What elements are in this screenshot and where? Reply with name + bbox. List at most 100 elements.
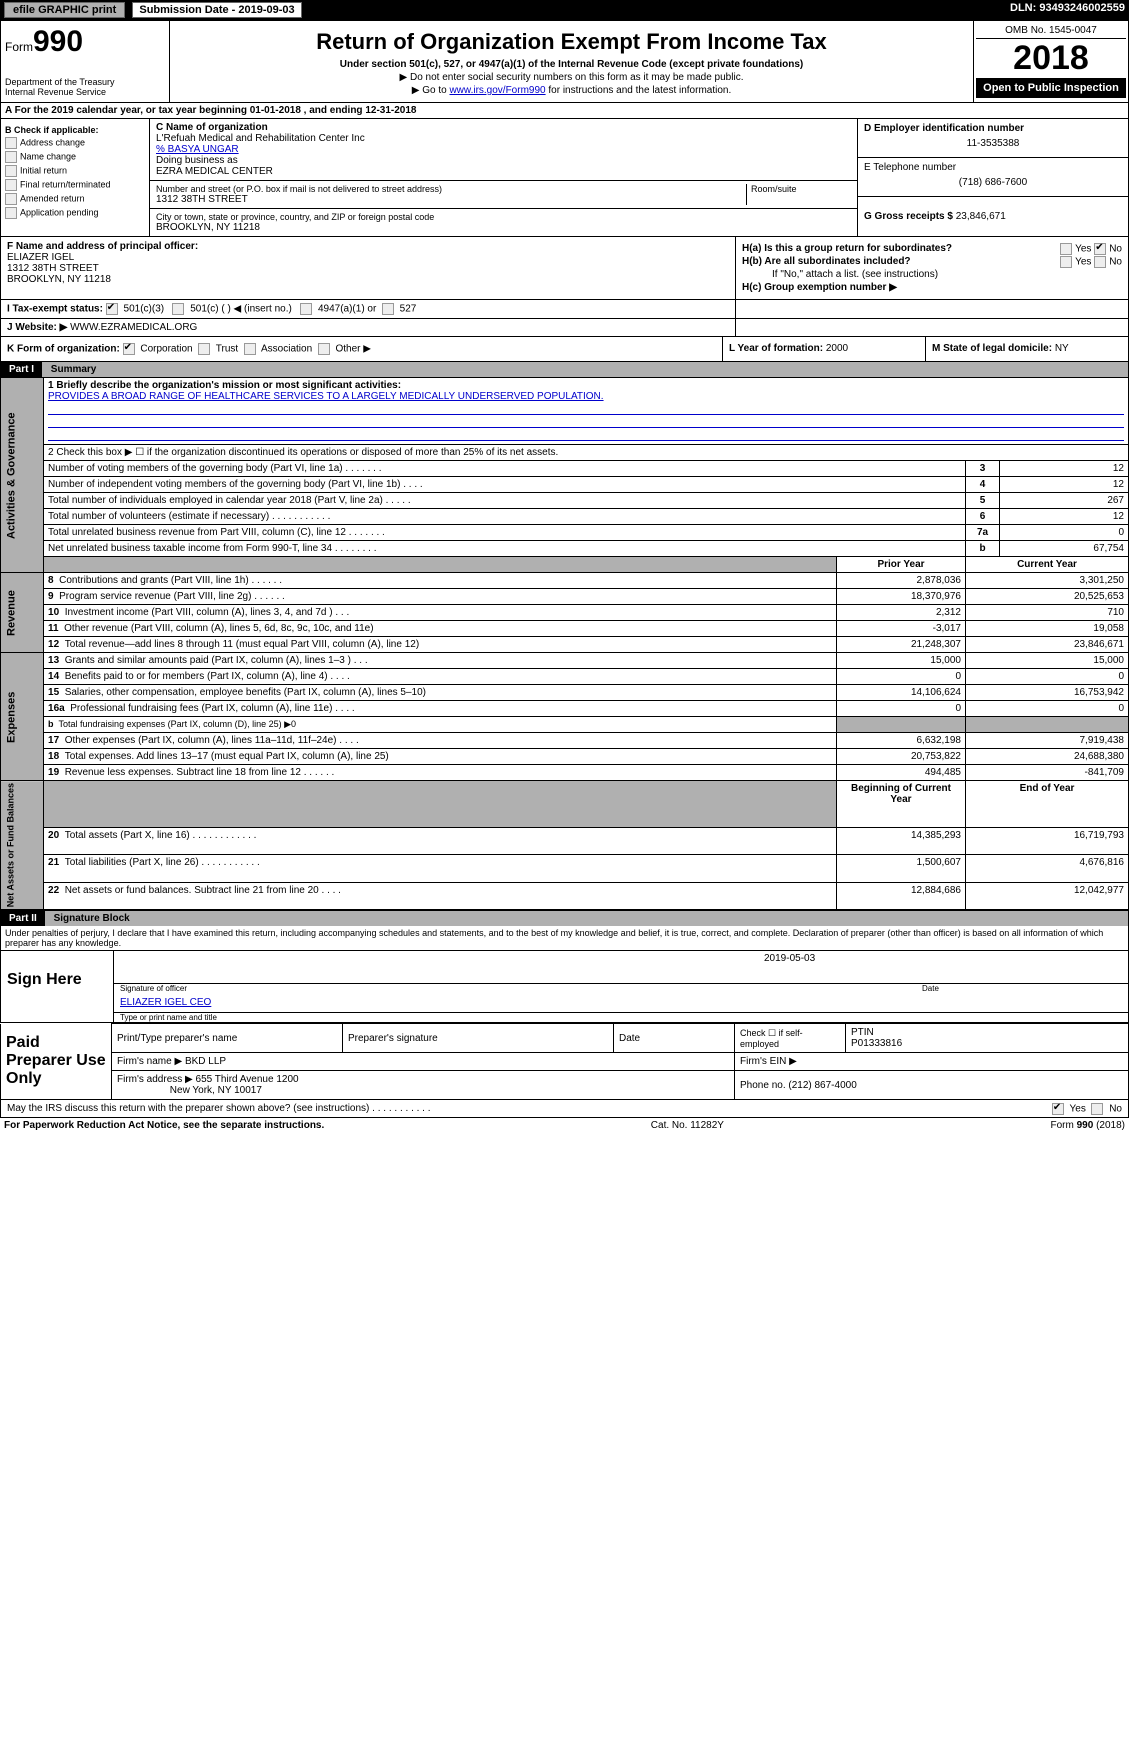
rev-row-10: 10 Investment income (Part VIII, column … <box>1 605 1129 621</box>
c-label: C Name of organization <box>156 122 851 133</box>
dba-label: Doing business as <box>156 155 851 166</box>
top-left: efile GRAPHIC print Submission Date - 20… <box>4 2 306 18</box>
firm-phone-label: Phone no. <box>740 1080 788 1091</box>
blank-line2 <box>48 416 1124 428</box>
vlabel-net-assets: Net Assets or Fund Balances <box>1 781 44 910</box>
opt-name: Name change <box>20 151 76 161</box>
sig-officer-line[interactable]: 2019-05-03 <box>114 951 1128 984</box>
footer: For Paperwork Reduction Act Notice, see … <box>0 1118 1129 1133</box>
net-row-22: 22 Net assets or fund balances. Subtract… <box>1 882 1129 910</box>
opt-final: Final return/terminated <box>20 179 111 189</box>
gov-7b-val: 67,754 <box>1000 541 1129 557</box>
cb-initial-return[interactable]: Initial return <box>5 165 145 177</box>
g-label: G Gross receipts $ <box>864 211 956 222</box>
opt-addr: Address change <box>20 137 85 147</box>
rev-row-11: 11 Other revenue (Part VIII, column (A),… <box>1 621 1129 637</box>
gray-spacer <box>44 557 837 573</box>
col-deg: D Employer identification number 11-3535… <box>857 119 1128 236</box>
cb-501c3[interactable] <box>106 303 118 315</box>
eoy-hdr: End of Year <box>966 781 1129 828</box>
rev-12-t: Total revenue—add lines 8 through 11 (mu… <box>65 639 419 650</box>
rev-12-n: 12 <box>48 639 59 650</box>
cb-app-pending[interactable]: Application pending <box>5 207 145 219</box>
rev-9-p: 18,370,976 <box>837 589 966 605</box>
hc-label: H(c) Group exemption number ▶ <box>742 282 1122 293</box>
line1-label: 1 Briefly describe the organization's mi… <box>48 380 1124 391</box>
cb-trust[interactable] <box>198 343 210 355</box>
hb-no-cb[interactable] <box>1094 256 1106 268</box>
cb-4947[interactable] <box>300 303 312 315</box>
cell-org-name: C Name of organization L'Refuah Medical … <box>150 119 857 181</box>
col-c-org-info: C Name of organization L'Refuah Medical … <box>150 119 857 236</box>
exp-18-p: 20,753,822 <box>837 749 966 765</box>
opt-527: 527 <box>400 304 417 315</box>
discuss-yes-cb[interactable] <box>1052 1103 1064 1115</box>
dba-name: EZRA MEDICAL CENTER <box>156 166 851 177</box>
discuss-no-cb[interactable] <box>1091 1103 1103 1115</box>
header-center: Return of Organization Exempt From Incom… <box>170 21 973 102</box>
gross-receipts: 23,846,671 <box>956 211 1006 222</box>
exp-row-15: 15 Salaries, other compensation, employe… <box>1 685 1129 701</box>
city-label: City or town, state or province, country… <box>156 212 851 222</box>
cb-assoc[interactable] <box>244 343 256 355</box>
summary-table: Activities & Governance 1 Briefly descri… <box>0 377 1129 910</box>
paid-preparer-table: Paid Preparer Use Only Print/Type prepar… <box>0 1023 1129 1100</box>
cb-other[interactable] <box>318 343 330 355</box>
irs-link[interactable]: www.irs.gov/Form990 <box>449 85 545 96</box>
prep-check-self[interactable]: Check ☐ if self-employed <box>735 1024 846 1053</box>
firm-name-label: Firm's name ▶ <box>117 1056 185 1067</box>
form-subtitle: Under section 501(c), 527, or 4947(a)(1)… <box>174 59 969 70</box>
ha-yes: Yes <box>1075 244 1091 255</box>
exp-18-c: 24,688,380 <box>966 749 1129 765</box>
ha-no-cb[interactable] <box>1094 243 1106 255</box>
cell-street: Number and street (or P.O. box if mail i… <box>150 181 857 209</box>
efile-button[interactable]: efile GRAPHIC print <box>4 2 125 18</box>
submission-date: Submission Date - 2019-09-03 <box>132 2 301 18</box>
firm-addr2: New York, NY 10017 <box>170 1085 262 1096</box>
prep-sig-label: Preparer's signature <box>343 1024 614 1053</box>
cb-501c[interactable] <box>172 303 184 315</box>
gov-3-val: 12 <box>1000 461 1129 477</box>
cb-name-change[interactable]: Name change <box>5 151 145 163</box>
cb-527[interactable] <box>382 303 394 315</box>
hb-yes-cb[interactable] <box>1060 256 1072 268</box>
exp-13-n: 13 <box>48 655 59 666</box>
hb-no: No <box>1109 257 1122 268</box>
curr-year-hdr: Current Year <box>966 557 1129 573</box>
gov-7b-text: Net unrelated business taxable income fr… <box>44 541 966 557</box>
m-val: NY <box>1055 343 1069 354</box>
cb-corp[interactable] <box>123 343 135 355</box>
gov-3-text: Number of voting members of the governin… <box>44 461 966 477</box>
j-label: J Website: ▶ <box>7 322 67 333</box>
net-22-p: 12,884,686 <box>837 882 966 910</box>
dln: DLN: 93493246002559 <box>1010 2 1125 18</box>
rev-8-p: 2,878,036 <box>837 573 966 589</box>
discuss-row: May the IRS discuss this return with the… <box>0 1100 1129 1118</box>
k-label: K Form of organization: <box>7 344 120 355</box>
net-row-20: 20 Total assets (Part X, line 16) . . . … <box>1 827 1129 855</box>
cb-final-return[interactable]: Final return/terminated <box>5 179 145 191</box>
exp-17-p: 6,632,198 <box>837 733 966 749</box>
section-k: K Form of organization: Corporation Trus… <box>0 337 1129 362</box>
blank-line1 <box>48 403 1124 415</box>
website-value: WWW.EZRAMEDICAL.ORG <box>70 322 197 333</box>
rev-9-t: Program service revenue (Part VIII, line… <box>59 591 285 602</box>
omb-number: OMB No. 1545-0047 <box>976 23 1126 39</box>
city-value: BROOKLYN, NY 11218 <box>156 222 851 233</box>
addr-label: Number and street (or P.O. box if mail i… <box>156 184 746 194</box>
cb-amended-return[interactable]: Amended return <box>5 193 145 205</box>
l-label: L Year of formation: <box>729 343 826 354</box>
cell-city: City or town, state or province, country… <box>150 209 857 236</box>
header-right: OMB No. 1545-0047 2018 Open to Public In… <box>973 21 1128 102</box>
discuss-yes: Yes <box>1070 1104 1086 1115</box>
discuss-text: May the IRS discuss this return with the… <box>7 1103 431 1114</box>
ha-yes-cb[interactable] <box>1060 243 1072 255</box>
cb-address-change[interactable]: Address change <box>5 137 145 149</box>
i-tax-status: I Tax-exempt status: 501(c)(3) 501(c) ( … <box>1 300 736 318</box>
opt-4947: 4947(a)(1) or <box>318 304 376 315</box>
form-number: Form990 <box>5 25 165 59</box>
gov-4-text: Number of independent voting members of … <box>44 477 966 493</box>
gov-6-text: Total number of volunteers (estimate if … <box>44 509 966 525</box>
gov-row-5: Total number of individuals employed in … <box>1 493 1129 509</box>
c-care-of: % BASYA UNGAR <box>156 144 851 155</box>
